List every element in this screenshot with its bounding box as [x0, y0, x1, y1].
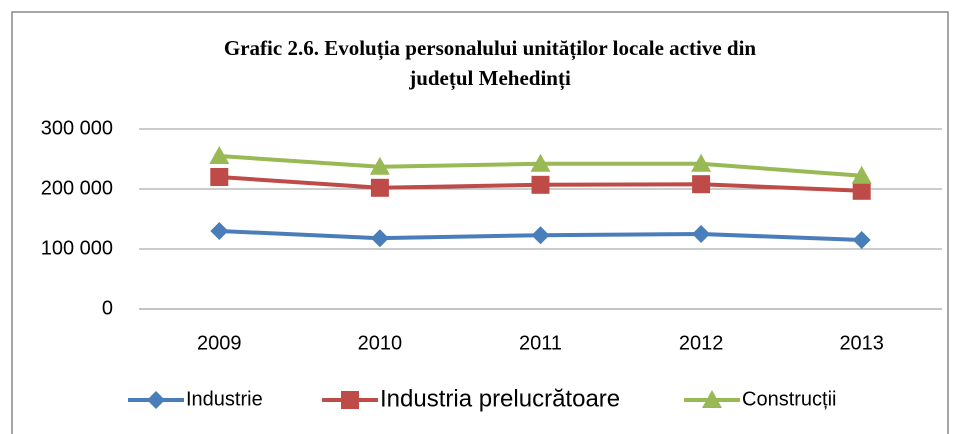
x-tick-label: 2011 — [519, 332, 562, 354]
marker — [531, 175, 550, 194]
marker — [531, 226, 550, 245]
x-tick-label: 2013 — [839, 332, 884, 354]
marker — [210, 222, 229, 240]
marker — [209, 146, 230, 164]
y-tick-label: 300 000 — [41, 117, 113, 139]
marker — [370, 229, 389, 248]
marker — [852, 231, 871, 249]
marker — [692, 225, 711, 243]
marker — [851, 165, 872, 184]
y-tick-label: 0 — [102, 297, 113, 319]
chart-frame — [11, 11, 949, 434]
marker — [370, 178, 389, 197]
x-tick-label: 2009 — [197, 332, 242, 354]
legend-label: Industrie — [186, 388, 263, 410]
legend-label: Industria prelucrătoare — [380, 385, 620, 412]
y-tick-label: 200 000 — [41, 177, 113, 199]
marker — [691, 153, 712, 172]
marker — [369, 156, 390, 175]
chart-title: județul Mehedinți — [408, 66, 571, 91]
chart-title: Grafic 2.6. Evoluția personalului unităț… — [224, 36, 757, 61]
marker — [702, 390, 722, 408]
legend-label: Construcții — [742, 388, 836, 410]
marker — [692, 175, 711, 194]
marker — [530, 153, 551, 172]
marker — [210, 168, 229, 186]
y-tick-label: 100 000 — [41, 237, 113, 259]
x-tick-label: 2012 — [679, 332, 724, 354]
marker — [341, 391, 359, 409]
marker — [147, 391, 165, 409]
marker — [852, 181, 871, 200]
x-tick-label: 2010 — [358, 332, 403, 354]
